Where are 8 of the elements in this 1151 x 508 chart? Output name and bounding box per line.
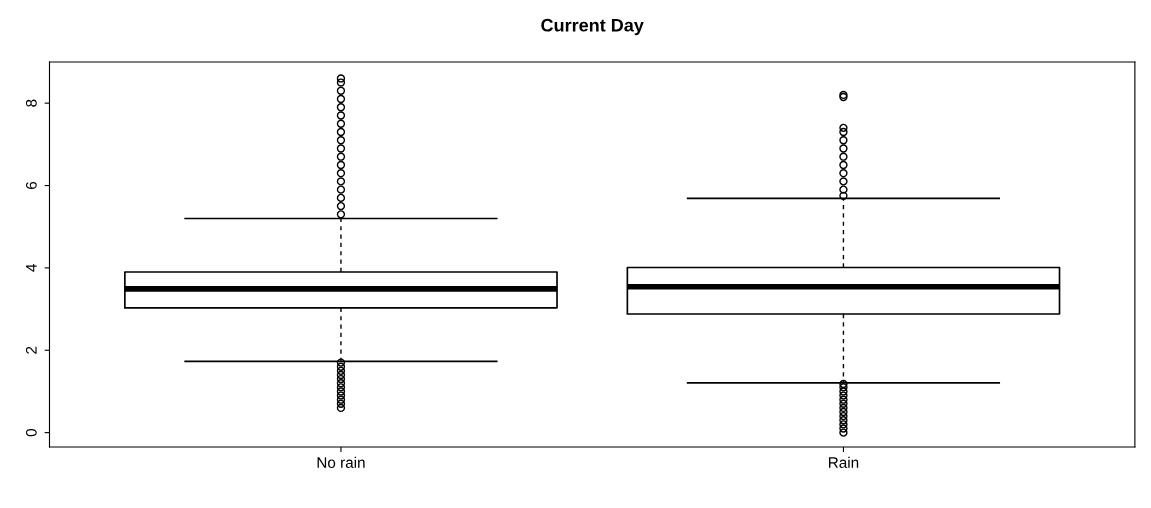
- y-tick-label: 8: [25, 99, 37, 107]
- x-tick-label: Rain: [828, 456, 859, 468]
- y-tick-label: 0: [25, 428, 37, 437]
- y-tick-label: 2: [25, 346, 37, 354]
- y-tick-label: 6: [25, 181, 37, 189]
- chart-title: Current Day: [541, 18, 644, 36]
- x-tick-label: No rain: [317, 456, 365, 468]
- y-tick-label: 4: [26, 264, 37, 272]
